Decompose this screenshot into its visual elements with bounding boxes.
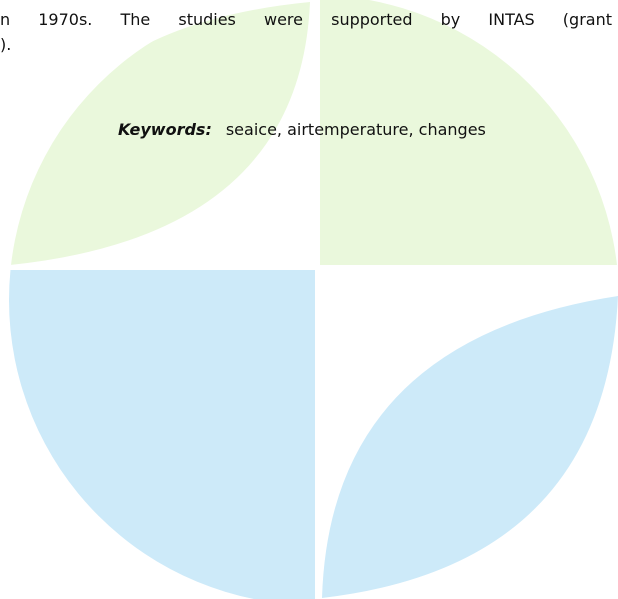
text-line: n 1970s. The studies were supported by I… bbox=[0, 10, 612, 29]
logo-quarter bbox=[9, 270, 315, 599]
text-line: ). bbox=[0, 35, 12, 54]
keywords-text: seaice, airtemperature, changes bbox=[225, 120, 486, 139]
keywords-label: Keywords: bbox=[118, 120, 212, 139]
logo-leaf bbox=[10, 2, 310, 265]
keywords: Keywords: seaice, airtemperature, changes bbox=[118, 120, 486, 139]
logo-leaf bbox=[322, 296, 618, 598]
